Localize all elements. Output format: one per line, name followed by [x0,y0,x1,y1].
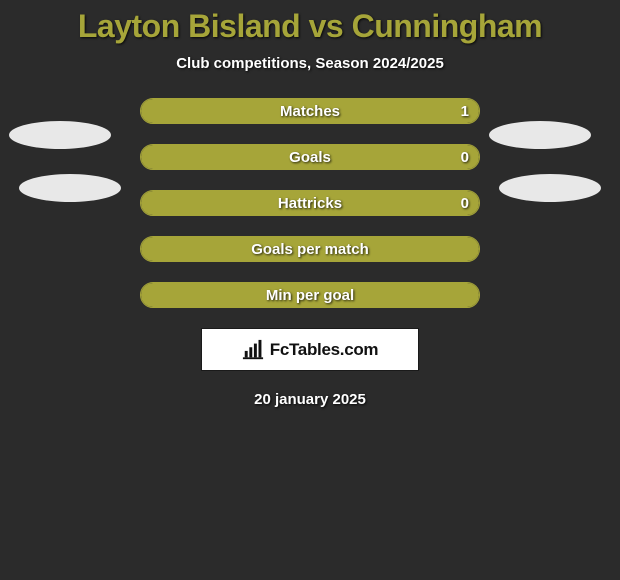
stat-value: 0 [461,145,469,169]
stat-row: Goals per match [140,236,480,262]
comparison-card: Layton Bisland vs Cunningham Club compet… [0,0,620,408]
stat-label: Goals per match [141,237,479,261]
stat-row: Matches1 [140,98,480,124]
stat-value: 0 [461,191,469,215]
stat-bar: Hattricks0 [140,190,480,216]
stat-bar: Goals0 [140,144,480,170]
stat-label: Min per goal [141,283,479,307]
decor-ellipse-3 [499,174,601,202]
stat-label: Goals [141,145,479,169]
stat-value: 1 [461,99,469,123]
decor-ellipse-1 [489,121,591,149]
stat-row: Min per goal [140,282,480,308]
stat-bar: Min per goal [140,282,480,308]
stat-label: Matches [141,99,479,123]
brand-logo: FcTables.com [201,328,419,371]
subtitle: Club competitions, Season 2024/2025 [0,55,620,72]
brand-logo-text: FcTables.com [270,340,379,360]
stat-bar: Goals per match [140,236,480,262]
bar-chart-icon [242,339,264,361]
date-text: 20 january 2025 [0,391,620,408]
decor-ellipse-0 [9,121,111,149]
page-title: Layton Bisland vs Cunningham [0,8,620,45]
stat-row: Hattricks0 [140,190,480,216]
stat-label: Hattricks [141,191,479,215]
decor-ellipse-2 [19,174,121,202]
stat-row: Goals0 [140,144,480,170]
stat-bar: Matches1 [140,98,480,124]
